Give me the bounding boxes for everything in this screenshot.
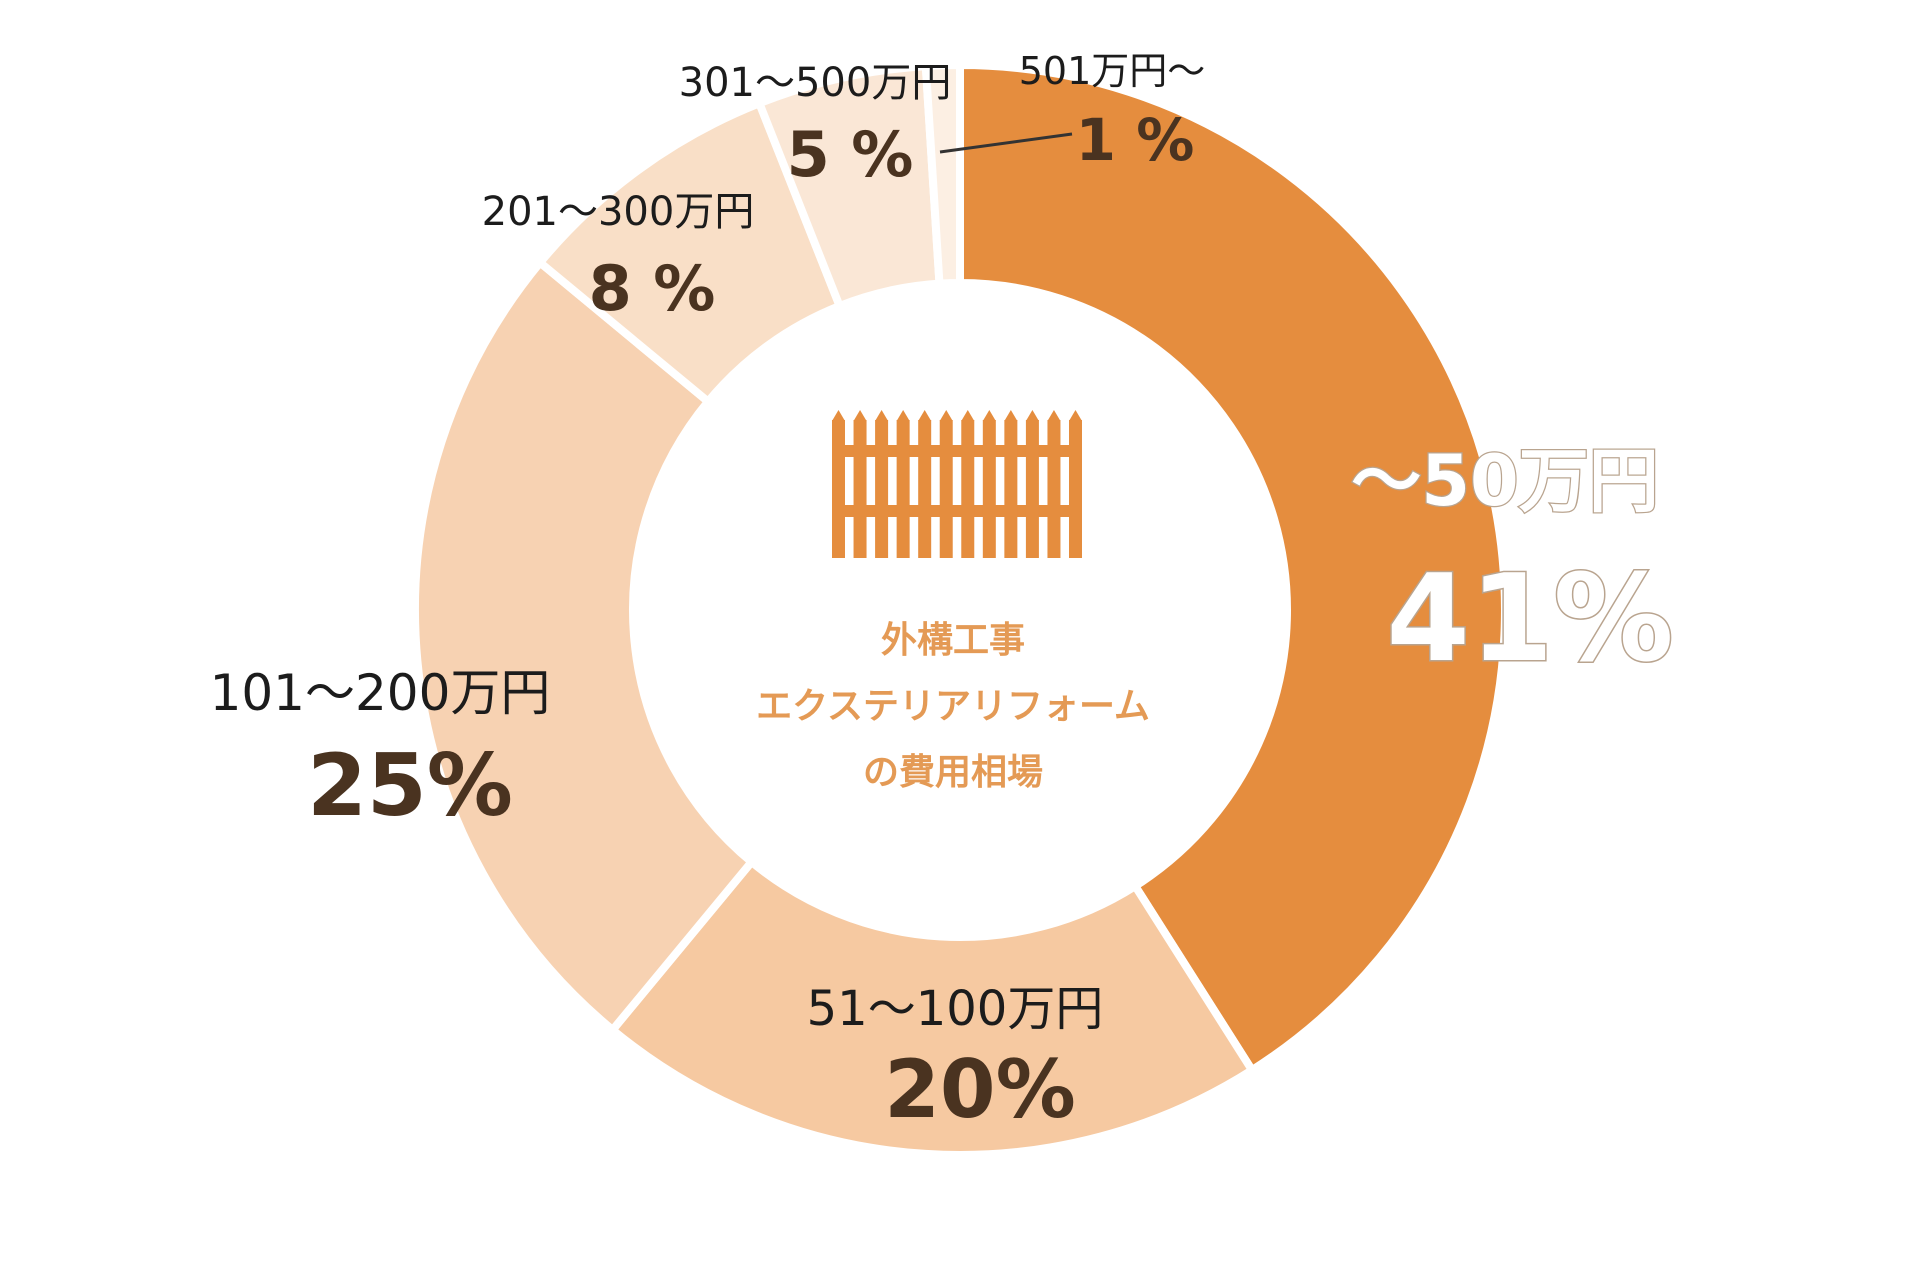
fence-picket-tip [982, 410, 996, 421]
fence-picket-tip [918, 410, 932, 421]
slice-label-4: 301～500万円 [679, 60, 952, 106]
fence-picket-tip [1069, 410, 1082, 421]
fence-rail-bottom [832, 505, 1082, 517]
fence-picket [896, 420, 910, 558]
slice-0 [956, 61, 1509, 1075]
fence-picket [832, 420, 845, 558]
slice-5 [921, 61, 964, 288]
fence-rail-top [832, 445, 1082, 457]
slice-1 [608, 857, 1257, 1159]
fence-picket-tip [1004, 410, 1018, 421]
fence-picket [918, 420, 932, 558]
fence-picket [982, 420, 996, 558]
fence-picket [853, 420, 867, 558]
fence-picket-tip [875, 410, 889, 421]
leader-line-slice-5 [939, 132, 1073, 154]
slice-percent-2: 25% [307, 736, 513, 836]
fence-picket [875, 420, 889, 558]
slice-percent-5: 1 % [1076, 106, 1195, 174]
slice-label-0: ～50万円 [1351, 440, 1658, 522]
fence-picket [939, 420, 953, 558]
slice-label-5: 501万円～ [1019, 49, 1206, 93]
fence-picket-tip [853, 410, 867, 421]
center-title-line-1: 外構工事 [881, 620, 1025, 661]
slices-group [411, 61, 1509, 1159]
fence-picket [1047, 420, 1061, 558]
fence-picket [1069, 420, 1082, 558]
fence-picket [1025, 420, 1039, 558]
slice-percent-0: 41% [1386, 550, 1673, 689]
fence-picket-tip [961, 410, 975, 421]
slice-2 [411, 258, 756, 1034]
slice-percent-4: 5 % [787, 118, 914, 191]
slice-percent-3: 8 % [589, 252, 716, 325]
slice-label-1: 51～100万円 [807, 981, 1104, 1037]
fence-picket [1004, 420, 1018, 558]
center-title-line-3: の費用相場 [863, 752, 1043, 793]
fence-icon [832, 410, 1082, 558]
fence-picket-tip [832, 410, 845, 421]
center-title-line-2: エクステリアリフォーム [756, 686, 1150, 727]
fence-picket [961, 420, 975, 558]
fence-picket-tip [896, 410, 910, 421]
fence-picket-tip [1047, 410, 1061, 421]
fence-picket-tip [939, 410, 953, 421]
slice-label-3: 201～300万円 [482, 189, 755, 235]
slice-label-2: 101～200万円 [210, 664, 551, 722]
slice-percent-1: 20% [884, 1043, 1075, 1136]
fence-picket-tip [1025, 410, 1039, 421]
